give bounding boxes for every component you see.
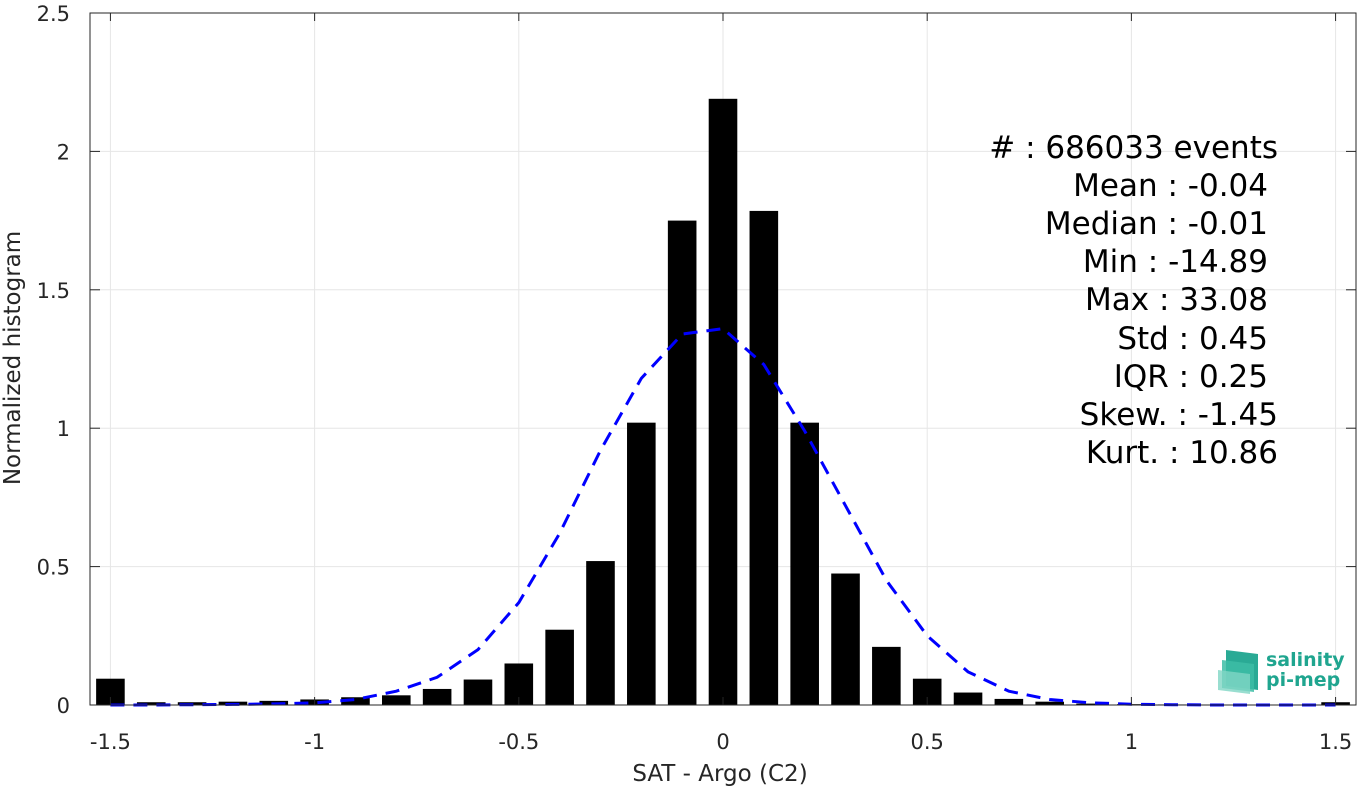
logo-line1: salinity [1266, 649, 1345, 671]
stat-median: Median : -0.01 [1045, 206, 1268, 242]
y-tick-label-5: 2.5 [37, 2, 70, 26]
stat-kurt: Kurt. : 10.86 [1086, 435, 1278, 471]
bar-1 [136, 702, 166, 705]
bar-7 [381, 695, 411, 705]
bar-12 [586, 561, 615, 705]
y-tick-label-4: 2 [57, 140, 70, 164]
stat-max: Max : 33.08 [1085, 282, 1268, 318]
bar-21 [953, 692, 983, 705]
bar-8 [422, 688, 452, 705]
x-tick-label-6: 1.5 [1319, 730, 1352, 754]
logo-waves-icon [1218, 650, 1258, 694]
logo-line2: pi-mep [1266, 669, 1340, 691]
bar-18 [831, 573, 860, 705]
y-axis-label: Normalized histogram [0, 231, 26, 485]
x-tick-label-5: 1 [1125, 730, 1138, 754]
stat-mean: Mean : -0.04 [1073, 168, 1268, 204]
stat-min: Min : -14.89 [1083, 244, 1268, 280]
y-tick-label-3: 1.5 [37, 279, 70, 303]
bar-14 [667, 220, 697, 705]
stat-skew: Skew. : -1.45 [1080, 397, 1278, 433]
x-axis-label: SAT - Argo (C2) [632, 761, 807, 787]
stats-box: # : 686033 events Mean : -0.04 Median : … [989, 130, 1278, 471]
x-tick-label-2: -0.5 [498, 730, 539, 754]
bar-17 [790, 422, 819, 705]
histogram-bars [96, 98, 1350, 706]
bar-16 [749, 210, 779, 706]
stat-iqr: IQR : 0.25 [1114, 359, 1268, 395]
y-tick-label-2: 1 [57, 417, 70, 441]
x-tick-label-1: -1 [304, 730, 325, 754]
y-tick-label-0: 0 [57, 694, 70, 718]
bar-6 [341, 697, 370, 705]
bar-22 [994, 698, 1024, 705]
bar-15 [708, 98, 738, 706]
x-axis-ticks: -1.5 -1 -0.5 0 0.5 1 1.5 [90, 13, 1352, 754]
stat-events: # : 686033 events [989, 130, 1278, 166]
y-axis-ticks: 0 0.5 1 1.5 2 2.5 [37, 2, 1356, 718]
salinity-pimep-logo: salinity pi-mep [1218, 649, 1345, 694]
x-tick-label-0: -1.5 [90, 730, 131, 754]
bar-11 [545, 629, 574, 705]
stat-std: Std : 0.45 [1117, 321, 1268, 357]
bar-23 [1035, 701, 1065, 705]
bar-24 [1076, 703, 1105, 705]
y-tick-label-1: 0.5 [37, 556, 70, 580]
bar-19 [872, 646, 901, 705]
bar-9 [463, 679, 493, 705]
x-tick-label-3: 0 [716, 730, 729, 754]
bar-13 [627, 422, 656, 705]
x-tick-label-4: 0.5 [910, 730, 943, 754]
